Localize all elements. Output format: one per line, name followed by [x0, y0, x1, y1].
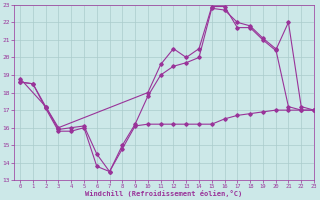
X-axis label: Windchill (Refroidissement éolien,°C): Windchill (Refroidissement éolien,°C)	[85, 190, 243, 197]
